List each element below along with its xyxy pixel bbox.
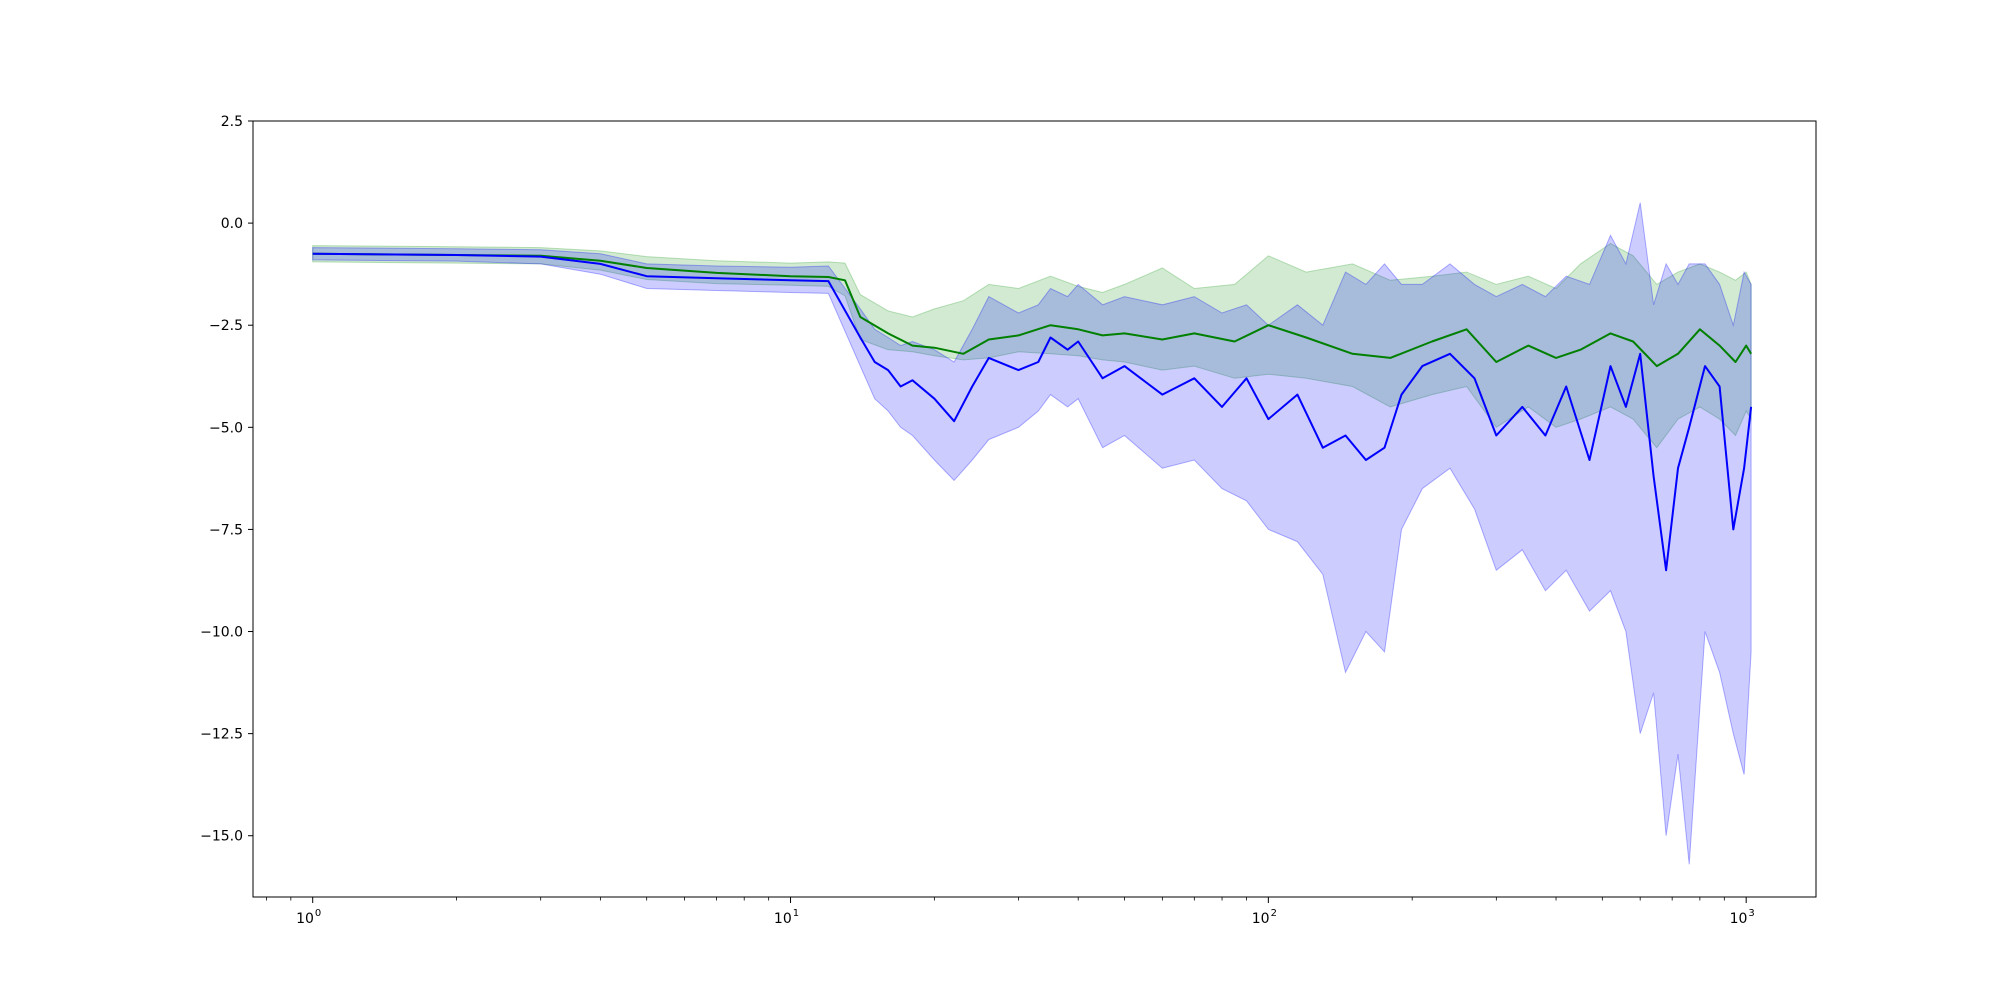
series-1-line: [312, 252, 1752, 368]
x-axis: 100 101 102 103: [265, 897, 1755, 927]
series-2-band: [312, 202, 1752, 865]
series-1-band: [312, 242, 1752, 449]
y-tick-label: −10.0: [200, 625, 243, 641]
y-tick-label: −7.5: [209, 522, 243, 538]
x-tick-label: 102: [1252, 908, 1277, 927]
y-tick-label: −12.5: [200, 727, 243, 743]
y-tick-label: 0.0: [221, 216, 243, 232]
series-lines: [312, 252, 1753, 572]
x-tick-label: 101: [774, 908, 799, 927]
x-tick-label: 100: [296, 908, 321, 927]
y-axis: 2.5 0.0 −2.5 −5.0 −7.5 −10.0 −12.5 −15.0: [200, 114, 253, 845]
y-tick-label: −2.5: [209, 318, 243, 334]
y-tick-label: −15.0: [200, 829, 243, 845]
confidence-bands: [312, 202, 1752, 865]
y-tick-label: −5.0: [209, 420, 243, 436]
x-tick-label: 103: [1730, 908, 1755, 927]
y-tick-label: 2.5: [221, 114, 243, 130]
series-2-line: [312, 252, 1753, 572]
plot-frame: [252, 120, 1817, 898]
